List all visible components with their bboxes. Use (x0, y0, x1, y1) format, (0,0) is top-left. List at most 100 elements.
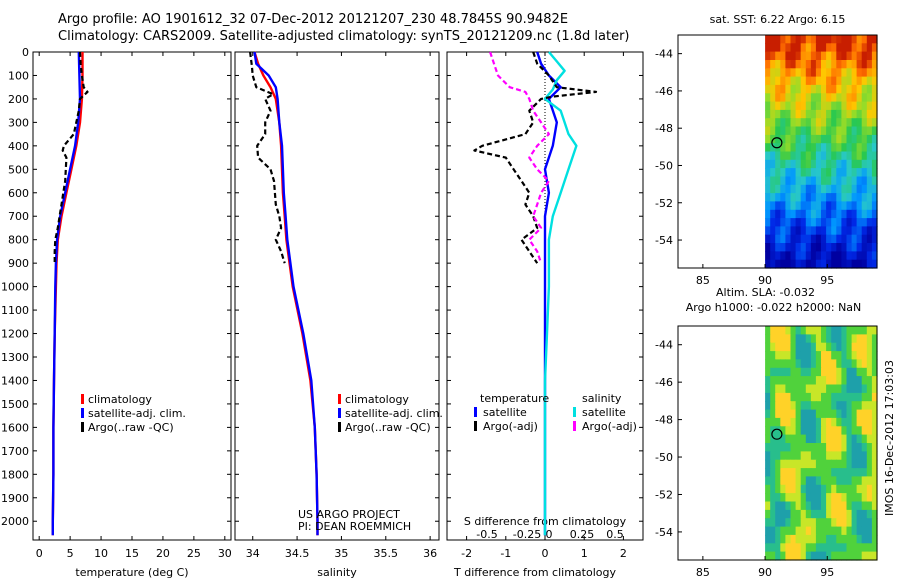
map-cell (851, 342, 858, 352)
map-cell (841, 384, 848, 394)
map-cell (821, 518, 827, 528)
map-cell (770, 501, 776, 511)
map-cell (841, 43, 848, 53)
map-cell (856, 334, 863, 344)
legend-label: satellite-adj. clim. (345, 407, 443, 420)
map-cell (841, 234, 848, 244)
map-cell (831, 159, 837, 169)
map-cell (851, 60, 858, 69)
map-cell (831, 84, 837, 94)
map-cell (856, 409, 863, 419)
map-cell (841, 76, 848, 86)
map-cell (861, 384, 868, 394)
map-cell (841, 443, 848, 452)
map-cell (815, 76, 822, 86)
map-cell (790, 543, 797, 553)
map-cell (821, 359, 827, 369)
map-cell (790, 234, 797, 244)
map-cell (841, 518, 848, 528)
map-cell (765, 43, 771, 53)
map-cell (785, 409, 792, 419)
map-cell (800, 118, 807, 128)
map-cell (800, 209, 807, 219)
map-cell (780, 326, 786, 335)
map-cell (780, 234, 786, 244)
map-cell (846, 259, 853, 269)
map-cell (785, 118, 792, 128)
map-cell (810, 484, 817, 494)
map-cell (836, 551, 842, 561)
map-cell (790, 168, 797, 177)
map-cell (826, 176, 832, 186)
map-cell (841, 159, 848, 169)
map-cell (815, 417, 822, 427)
legend-title: temperature (480, 392, 549, 405)
map-cell (866, 151, 873, 161)
map-cell (775, 184, 781, 194)
map-cell (866, 176, 873, 186)
map-cell (831, 243, 837, 252)
map-cell (810, 342, 817, 352)
map-cell (815, 443, 822, 452)
map-cell (856, 159, 863, 169)
map-cell (785, 526, 792, 536)
map-cell (821, 168, 827, 177)
title-line-2: Climatology: CARS2009. Satellite-adjuste… (58, 29, 630, 44)
map-cell (780, 159, 786, 169)
y-tick-label: -52 (655, 488, 673, 501)
map-cell (861, 367, 868, 377)
y-tick-label: 900 (8, 257, 29, 270)
map-cell (846, 401, 853, 411)
map-cell (856, 226, 863, 236)
map-cell (871, 209, 878, 219)
map-cell (841, 143, 848, 153)
y-tick-label: -44 (655, 339, 673, 352)
map-cell (826, 43, 832, 53)
legend-swatch (81, 394, 84, 404)
map-cell (775, 392, 781, 402)
y-tick-label: -50 (655, 159, 673, 172)
map-cell (841, 426, 848, 436)
map-cell (841, 551, 848, 561)
map-cell (841, 209, 848, 219)
map-cell (861, 468, 868, 478)
map-cell (836, 51, 842, 61)
map-cell (826, 534, 832, 544)
map-cell (785, 176, 792, 186)
x-tick-label: 95 (820, 274, 834, 287)
map-cell (851, 126, 858, 136)
map-cell (841, 201, 848, 211)
map-cell (851, 384, 858, 394)
map-cell (780, 476, 786, 486)
map-cell (856, 534, 863, 544)
map-cell (785, 243, 792, 252)
map-cell (775, 126, 781, 136)
map-cell (765, 168, 771, 177)
map-cell (841, 526, 848, 536)
map-cell (821, 526, 827, 536)
map-cell (831, 109, 837, 119)
map-cell (861, 417, 868, 427)
map-cell (861, 134, 868, 144)
map-cell (866, 159, 873, 169)
map-cell (821, 509, 827, 519)
map-field (765, 326, 878, 561)
map-cell (800, 459, 807, 469)
map-cell (846, 151, 853, 161)
map-cell (815, 451, 822, 461)
map-cell (785, 468, 792, 478)
map-cell (851, 234, 858, 244)
map-cell (810, 493, 817, 503)
map-cell (861, 234, 868, 244)
map-cell (836, 484, 842, 494)
map-cell (765, 468, 771, 478)
map-cell (780, 401, 786, 411)
map-cell (785, 509, 792, 519)
map-cell (790, 84, 797, 94)
x-tick-label: 95 (820, 566, 834, 579)
map-cell (790, 60, 797, 69)
map-cell (775, 518, 781, 528)
map-cell (795, 443, 802, 452)
map-cell (861, 101, 868, 111)
